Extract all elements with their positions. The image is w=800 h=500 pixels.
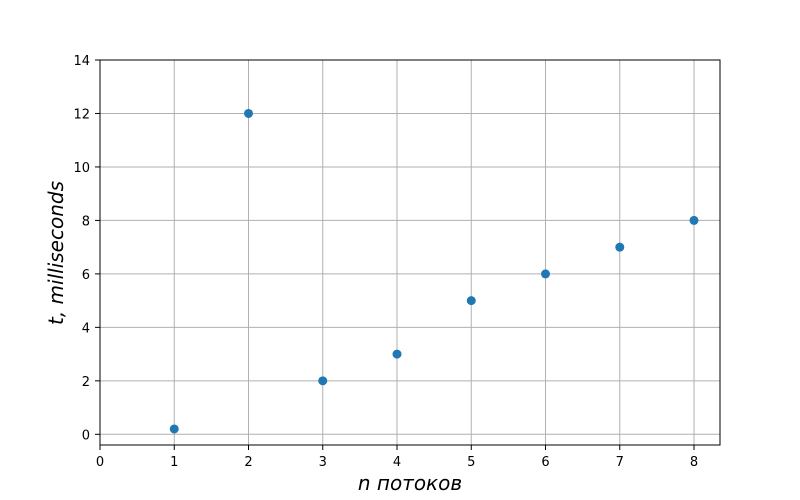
x-tick-label: 2 — [244, 455, 252, 470]
x-tick-label: 0 — [96, 455, 104, 470]
scatter-point — [244, 108, 254, 118]
x-tick-label: 3 — [319, 455, 327, 470]
y-tick-label: 2 — [82, 375, 90, 390]
y-tick-label: 8 — [82, 214, 90, 229]
scatter-point — [541, 269, 551, 279]
y-axis-label: t, milliseconds — [44, 181, 68, 325]
x-tick-label: 8 — [690, 455, 698, 470]
y-tick-label: 6 — [82, 268, 90, 283]
plot-frame — [99, 59, 721, 446]
scatter-point — [169, 424, 179, 434]
scatter-point — [689, 215, 699, 225]
y-tick-label: 4 — [82, 321, 90, 336]
x-tick-label: 1 — [170, 455, 178, 470]
scatter-point — [615, 242, 625, 252]
data-points — [169, 108, 699, 434]
x-tick-label: 7 — [616, 455, 624, 470]
y-tick-label: 0 — [82, 428, 90, 443]
x-tick-label: 6 — [541, 455, 549, 470]
grid-lines — [99, 59, 720, 445]
scatter-point — [466, 296, 476, 306]
x-axis-ticks: 0 1 2 3 4 5 6 7 8 — [96, 445, 698, 470]
x-tick-label: 4 — [393, 455, 401, 470]
scatter-point — [318, 376, 328, 386]
y-tick-label: 10 — [73, 161, 90, 176]
scatter-point — [392, 349, 402, 359]
x-tick-label: 5 — [467, 455, 475, 470]
y-axis-ticks: 0 2 4 6 8 10 12 14 — [73, 54, 100, 443]
x-axis-label: n потоков — [358, 471, 462, 495]
y-tick-label: 14 — [73, 54, 90, 69]
y-tick-label: 12 — [73, 107, 90, 122]
